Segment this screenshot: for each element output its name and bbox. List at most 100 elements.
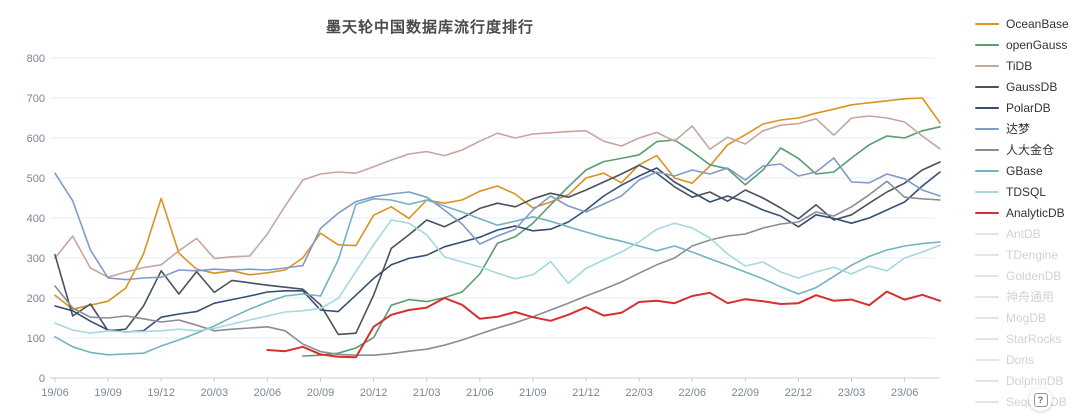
y-tick-label: 200: [27, 293, 45, 305]
y-tick-label: 100: [27, 333, 45, 345]
legend-line-icon: [975, 379, 999, 382]
legend-item-TiDB[interactable]: TiDB: [975, 55, 1069, 76]
x-tick-label: 22/09: [732, 387, 760, 399]
legend-label: MogDB: [1006, 310, 1047, 325]
legend-label: AnalyticDB: [1006, 205, 1065, 220]
y-tick-label: 400: [27, 213, 45, 225]
legend-line-icon: [975, 358, 999, 361]
legend-label: Doris: [1006, 352, 1035, 367]
legend-item-AnalyticDB[interactable]: AnalyticDB: [975, 202, 1069, 223]
legend-item-Doris[interactable]: Doris: [975, 349, 1069, 370]
legend-item-TDengine[interactable]: TDengine: [975, 244, 1069, 265]
series-layer: [54, 97, 941, 359]
legend-item-StarRocks[interactable]: StarRocks: [975, 328, 1069, 349]
legend-label: TiDB: [1006, 58, 1033, 73]
series-line-PolarDB: [54, 167, 941, 333]
legend-item-GBase[interactable]: GBase: [975, 160, 1069, 181]
series-line-openGauss: [302, 126, 941, 357]
axis-layer: 0 100 200 300 400 500 600 700 800 19/06 19/09 19/12…: [27, 53, 940, 399]
x-tick-label: 23/03: [838, 387, 866, 399]
legend-line-icon: [975, 400, 999, 403]
legend-line-icon: [975, 316, 999, 319]
grid-layer: [50, 57, 935, 339]
legend-line-icon: [975, 106, 999, 109]
x-tick-label: 19/09: [94, 387, 122, 399]
legend-label: 达梦: [1006, 122, 1031, 136]
legend-label: GBase: [1006, 163, 1043, 178]
legend-item-openGauss[interactable]: openGauss: [975, 34, 1069, 55]
legend-line-icon: [975, 337, 999, 340]
x-tick-label: 19/12: [147, 387, 175, 399]
x-tick-label: 20/06: [254, 387, 282, 399]
popularity-line-chart: 0 100 200 300 400 500 600 700 800 19/06 19/09 19/12…: [27, 53, 941, 399]
help-icon[interactable]: ?: [1029, 388, 1052, 411]
legend-line-icon: [975, 232, 999, 235]
legend-label: TDengine: [1006, 247, 1059, 262]
legend-label: 神舟通用: [1006, 290, 1055, 304]
x-tick-label: 22/12: [785, 387, 813, 399]
legend-line-icon: [975, 127, 999, 130]
series-line-GaussDB: [54, 161, 941, 336]
x-tick-label: 20/03: [201, 387, 229, 399]
legend-item-DolphinDB[interactable]: DolphinDB: [975, 370, 1069, 391]
legend-line-icon: [975, 64, 999, 67]
legend-label: DolphinDB: [1006, 373, 1064, 388]
legend-line-icon: [975, 43, 999, 46]
x-tick-label: 22/06: [678, 387, 706, 399]
series-line-AnalyticDB: [266, 290, 941, 359]
legend-item-神舟通用[interactable]: 神舟通用: [975, 286, 1069, 307]
legend-item-GoldenDB[interactable]: GoldenDB: [975, 265, 1069, 286]
series-line-人大金仓: [54, 180, 941, 356]
legend-line-icon: [975, 274, 999, 277]
x-tick-label: 20/09: [307, 387, 335, 399]
chart-title: 墨天轮中国数据库流行度排行: [325, 19, 534, 36]
legend-label: StarRocks: [1006, 331, 1062, 346]
legend-label: 人大金仓: [1006, 143, 1055, 157]
legend-label: AntDB: [1006, 226, 1041, 241]
legend-item-GaussDB[interactable]: GaussDB: [975, 76, 1069, 97]
legend-item-OceanBase[interactable]: OceanBase: [975, 13, 1069, 34]
legend-label: TDSQL: [1006, 184, 1047, 199]
legend-label: openGauss: [1006, 37, 1068, 52]
legend-item-TDSQL[interactable]: TDSQL: [975, 181, 1069, 202]
x-tick-label: 19/06: [41, 387, 69, 399]
legend-line-icon: [975, 169, 999, 172]
question-mark-icon: ?: [1033, 392, 1048, 407]
legend-label: OceanBase: [1006, 16, 1069, 31]
chart-legend: OceanBase openGauss TiDB GaussDB PolarDB 达梦人大…: [975, 13, 1069, 414]
legend-label: GaussDB: [1006, 79, 1058, 94]
x-tick-label: 23/06: [891, 387, 919, 399]
x-tick-label: 22/03: [625, 387, 653, 399]
series-line-达梦: [54, 157, 941, 281]
y-tick-label: 0: [39, 373, 45, 385]
legend-line-icon: [975, 295, 999, 298]
legend-item-AntDB[interactable]: AntDB: [975, 223, 1069, 244]
x-tick-label: 20/12: [360, 387, 388, 399]
legend-line-icon: [975, 148, 999, 151]
legend-label: PolarDB: [1006, 100, 1051, 115]
legend-line-icon: [975, 85, 999, 88]
series-line-TiDB: [54, 115, 941, 278]
legend-item-SequoiaDB[interactable]: SequoiaDB: [975, 391, 1069, 412]
legend-line-icon: [975, 211, 999, 214]
legend-item-PolarDB[interactable]: PolarDB: [975, 97, 1069, 118]
series-line-TDSQL: [54, 219, 941, 334]
y-tick-label: 300: [27, 253, 45, 265]
y-tick-label: 700: [27, 93, 45, 105]
legend-line-icon: [975, 22, 999, 25]
legend-item-人大金仓[interactable]: 人大金仓: [975, 139, 1069, 160]
y-tick-label: 600: [27, 133, 45, 145]
series-line-GBase: [54, 198, 941, 356]
legend-item-MogDB[interactable]: MogDB: [975, 307, 1069, 328]
y-tick-label: 800: [27, 53, 45, 65]
x-tick-label: 21/12: [572, 387, 600, 399]
legend-item-达梦[interactable]: 达梦: [975, 118, 1069, 139]
legend-label: GoldenDB: [1006, 268, 1062, 283]
legend-line-icon: [975, 253, 999, 256]
y-tick-label: 500: [27, 173, 45, 185]
x-tick-label: 21/06: [466, 387, 494, 399]
x-tick-label: 21/03: [413, 387, 441, 399]
legend-line-icon: [975, 190, 999, 193]
x-tick-label: 21/09: [519, 387, 547, 399]
